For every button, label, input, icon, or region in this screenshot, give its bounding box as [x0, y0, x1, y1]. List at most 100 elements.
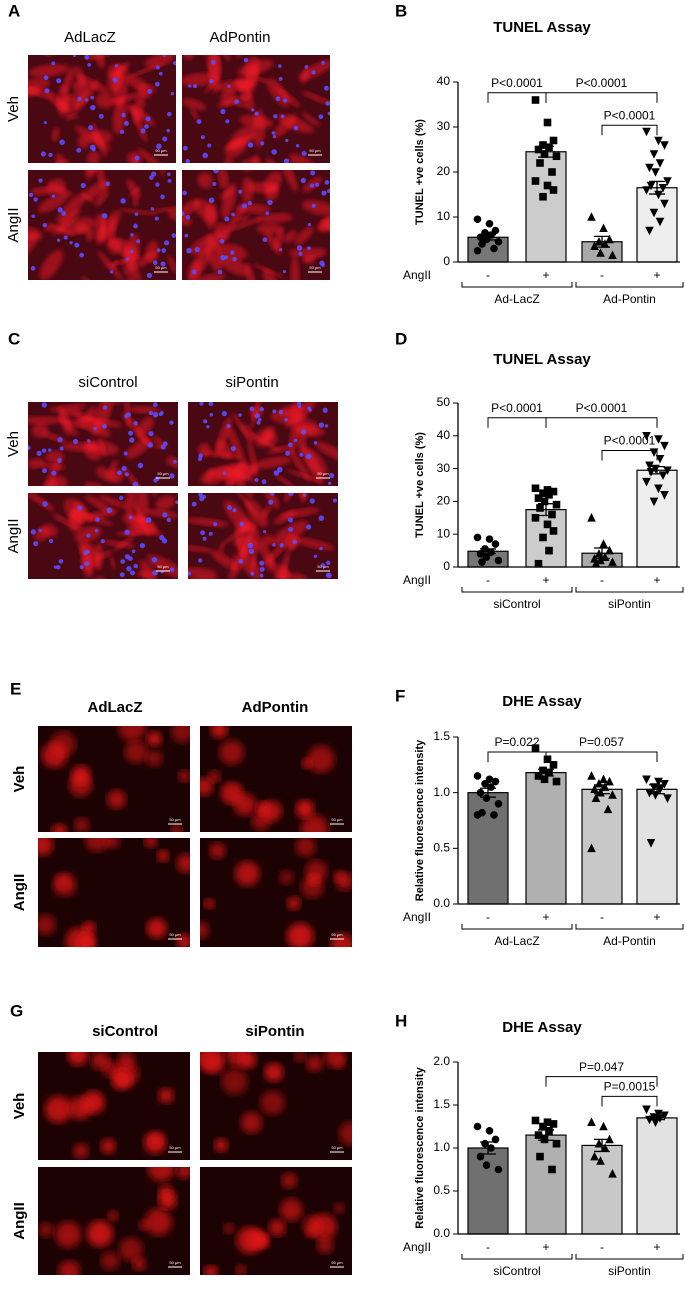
nucleus — [321, 61, 325, 65]
cell — [236, 1226, 264, 1254]
column-label: AdLacZ — [64, 29, 116, 46]
cell — [72, 80, 99, 115]
cell — [220, 257, 251, 277]
data-point — [494, 237, 503, 246]
p-value: P<0.0001 — [604, 108, 656, 122]
cell — [280, 170, 298, 192]
chart-title: TUNEL Assay — [493, 19, 591, 36]
micrograph — [182, 55, 330, 163]
cell — [232, 536, 261, 554]
data-point — [590, 784, 599, 794]
cell — [96, 466, 117, 483]
cell — [209, 842, 226, 859]
nucleus — [134, 212, 139, 216]
nucleus — [129, 437, 135, 443]
cell — [117, 208, 158, 216]
nucleus — [268, 499, 274, 505]
data-point — [531, 514, 540, 522]
group-label: siControl — [493, 1264, 540, 1278]
nucleus — [234, 99, 240, 105]
cell — [239, 1052, 257, 1069]
cell — [204, 76, 220, 94]
data-point — [660, 441, 669, 451]
cell — [95, 93, 114, 109]
nucleus — [282, 98, 288, 103]
data-point — [552, 1139, 561, 1148]
nucleus — [198, 493, 203, 498]
cell — [227, 426, 245, 464]
cell — [68, 1096, 92, 1120]
cell — [116, 590, 129, 611]
cell — [145, 749, 163, 767]
nucleus — [169, 473, 175, 479]
column-label: siControl — [78, 374, 137, 391]
y-tick-label: 30 — [437, 119, 451, 133]
nucleus — [145, 517, 152, 523]
data-point — [545, 546, 553, 555]
cell — [223, 783, 244, 804]
group-bracket — [575, 587, 684, 593]
nucleus — [171, 233, 176, 238]
nucleus — [120, 559, 126, 564]
data-point — [596, 248, 605, 257]
cell — [236, 493, 260, 519]
cell — [37, 193, 68, 213]
nucleus — [42, 468, 47, 474]
cell — [212, 584, 242, 606]
nucleus — [315, 182, 320, 187]
nucleus — [155, 65, 160, 70]
data-point — [539, 533, 547, 542]
nucleus — [241, 203, 247, 209]
nucleus — [33, 541, 39, 547]
cell — [132, 91, 145, 125]
cell — [228, 218, 261, 231]
data-point — [594, 549, 604, 558]
cell — [287, 896, 301, 910]
cell — [200, 777, 214, 796]
nucleus — [284, 418, 288, 422]
nucleus — [254, 477, 259, 482]
micrograph-content — [38, 838, 190, 947]
data-point — [473, 215, 482, 224]
cell — [74, 412, 111, 438]
group-bracket — [575, 282, 684, 288]
error-bar — [649, 180, 665, 195]
nucleus — [278, 76, 283, 81]
micrograph-content — [28, 493, 178, 611]
nucleus — [123, 120, 129, 126]
nucleus — [149, 175, 154, 180]
cell — [85, 838, 109, 852]
nucleus — [74, 242, 80, 248]
data-point — [539, 1122, 547, 1131]
cell — [271, 520, 309, 546]
cell — [140, 560, 158, 579]
nucleus — [273, 114, 278, 119]
nucleus — [196, 119, 202, 125]
cell — [316, 1236, 334, 1254]
nucleus — [69, 241, 73, 245]
nucleus — [212, 182, 217, 187]
data-point — [548, 1165, 556, 1174]
nucleus — [130, 233, 134, 237]
p-value: P<0.0001 — [491, 76, 543, 90]
nucleus — [155, 182, 160, 187]
nucleus — [199, 402, 204, 406]
chart-title: DHE Assay — [502, 1019, 582, 1036]
data-point — [605, 776, 614, 786]
data-point — [552, 500, 561, 509]
error-bar — [594, 1138, 610, 1153]
nucleus — [57, 207, 63, 213]
data-point — [490, 811, 498, 819]
nucleus — [56, 238, 61, 242]
cell — [167, 209, 176, 225]
cell — [67, 1052, 88, 1066]
nucleus — [56, 78, 62, 84]
cell — [148, 205, 176, 213]
cell — [279, 405, 304, 417]
data-point — [645, 461, 654, 471]
cell — [281, 1172, 298, 1189]
nucleus — [313, 441, 318, 445]
data-point — [608, 790, 617, 799]
scale-label: 50 µm — [309, 148, 321, 153]
nucleus — [90, 104, 96, 111]
